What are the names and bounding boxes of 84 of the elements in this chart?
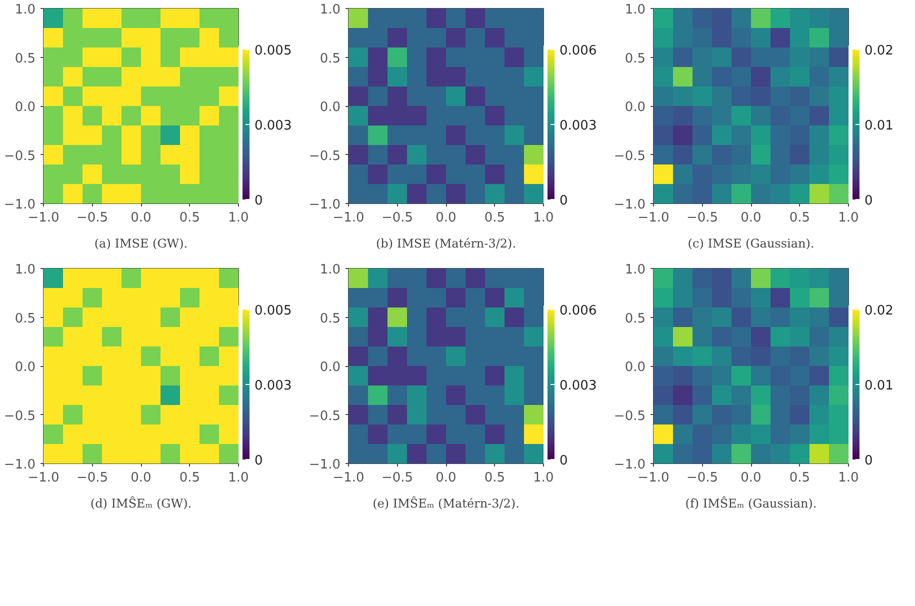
text: (d) IMŜEₘ (GW). [90, 496, 192, 510]
y-tick-label: 0.5 [14, 51, 36, 66]
y-tick-label: 0.0 [320, 100, 341, 115]
y-tick-label: −1.0 [308, 458, 341, 472]
color-bar-label: 0.003 [254, 118, 292, 134]
x-tick-label: −0.5 [686, 210, 718, 226]
color-bar-label: 0.01 [864, 378, 894, 394]
color-bar-label: 0 [254, 194, 263, 208]
x-tick-label: −1.0 [28, 470, 60, 486]
x-tick-label: −0.5 [76, 470, 108, 486]
y-tick-label: 1.0 [14, 262, 36, 278]
color-bar-label: 0.005 [254, 44, 292, 58]
y-tick-label: −1.0 [614, 198, 646, 212]
x-tick-label: 0.0 [436, 210, 456, 226]
y-tick-label: 0.5 [320, 51, 341, 66]
x-tick-label: −0.5 [76, 210, 108, 226]
y-tick-label: −0.5 [308, 148, 341, 164]
x-tick-label: 0.5 [484, 210, 506, 226]
x-tick-label: 0.5 [789, 470, 810, 486]
color-bar-label: 0 [864, 454, 873, 468]
text: (f) IMŜEₘ (Gaussian). [685, 496, 817, 510]
x-tick-label: 0.5 [484, 470, 506, 486]
x-tick-label: 0.5 [179, 470, 200, 486]
y-tick-label: −1.0 [4, 458, 36, 472]
x-tick-label: 1.0 [533, 210, 554, 226]
color-bar-label: 0.003 [560, 378, 597, 394]
y-tick-label: −0.5 [4, 148, 36, 164]
x-tick-label: 0.5 [179, 210, 200, 226]
y-tick-label: 0.5 [320, 311, 341, 326]
y-tick-label: 0.0 [624, 100, 646, 115]
x-tick-label: 0.0 [740, 470, 762, 486]
x-tick-label: 0.5 [789, 210, 810, 226]
y-tick-label: 0.5 [624, 51, 646, 66]
color-bar-label: 0.01 [864, 118, 894, 134]
color-bar-label: 0.02 [864, 44, 894, 58]
x-tick-label: −0.5 [686, 470, 718, 486]
x-tick-label: 0.0 [130, 210, 152, 226]
x-tick-label: −1.0 [332, 210, 364, 226]
x-tick-label: 0.0 [436, 470, 456, 486]
color-bar-label: 0.005 [254, 304, 292, 318]
y-tick-label: 1.0 [624, 2, 646, 18]
x-tick-label: 1.0 [533, 470, 554, 486]
y-tick-label: 1.0 [14, 2, 36, 18]
x-tick-label: −1.0 [332, 470, 364, 486]
x-tick-label: −1.0 [638, 210, 670, 226]
color-bar-label: 0 [864, 194, 873, 208]
y-tick-label: −1.0 [614, 458, 646, 472]
y-tick-label: −0.5 [4, 408, 36, 424]
color-bar-label: 0.02 [864, 304, 894, 318]
y-tick-label: −0.5 [614, 148, 646, 164]
y-tick-label: −1.0 [308, 198, 341, 212]
text: (e) IMŜEₘ (Matérn-3/2). [372, 496, 520, 510]
x-tick-label: 0.0 [130, 470, 152, 486]
x-tick-label: 1.0 [838, 210, 859, 226]
y-tick-label: 0.0 [320, 360, 341, 375]
x-tick-label: 1.0 [228, 470, 249, 486]
y-tick-label: 0.5 [624, 311, 646, 326]
x-tick-label: −1.0 [638, 470, 670, 486]
color-bar-label: 0.006 [560, 304, 597, 318]
x-tick-label: 0.0 [740, 210, 762, 226]
color-bar-label: 0.003 [254, 378, 292, 394]
y-tick-label: 0.0 [624, 360, 646, 375]
x-tick-label: −1.0 [28, 210, 60, 226]
x-tick-label: 1.0 [838, 470, 859, 486]
y-tick-label: 0.0 [14, 100, 36, 115]
text: (a) IMSE (GW). [94, 236, 188, 250]
x-tick-label: 1.0 [228, 210, 249, 226]
y-tick-label: 1.0 [320, 2, 341, 18]
color-bar-label: 0.006 [560, 44, 597, 58]
x-tick-label: −0.5 [381, 470, 414, 486]
text: (b) IMSE (Matérn-3/2). [376, 236, 516, 250]
x-tick-label: −0.5 [381, 210, 414, 226]
y-tick-label: 1.0 [624, 262, 646, 278]
text: (c) IMSE (Gaussian). [688, 236, 814, 250]
color-bar-label: 0 [254, 454, 263, 468]
y-tick-label: 0.5 [14, 311, 36, 326]
y-tick-label: −0.5 [308, 408, 341, 424]
color-bar-label: 0.003 [560, 118, 597, 134]
color-bar-label: 0 [560, 454, 568, 468]
y-tick-label: −0.5 [614, 408, 646, 424]
color-bar-label: 0 [560, 194, 568, 208]
y-tick-label: 1.0 [320, 262, 341, 278]
y-tick-label: −1.0 [4, 198, 36, 212]
y-tick-label: 0.0 [14, 360, 36, 375]
